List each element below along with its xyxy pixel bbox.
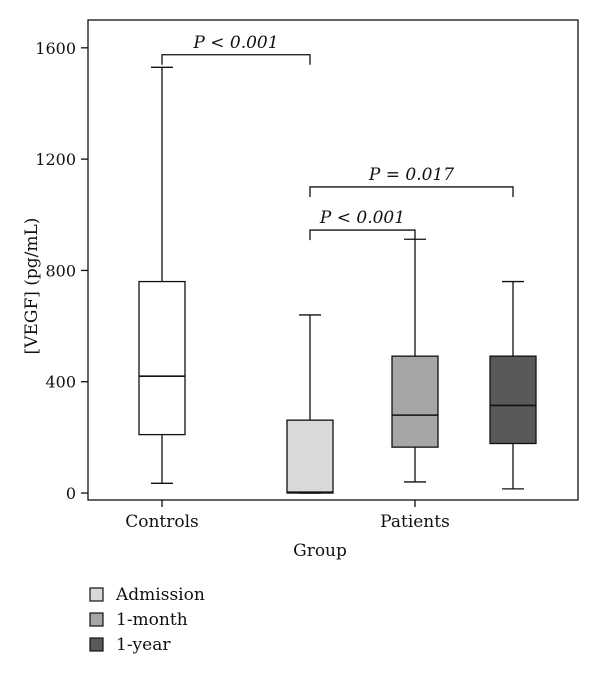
legend-swatch [89,587,104,602]
y-tick-label: 1200 [35,150,76,169]
legend-entry: 1-month [89,610,188,630]
boxes [138,66,537,494]
iqr-box [138,280,186,436]
x-category-label: Patients [380,512,450,532]
p-value-label: P < 0.001 [192,33,278,53]
significance-bracket: P < 0.001 [161,33,311,65]
iqr-box [286,419,334,494]
y-tick-label: 800 [45,261,76,280]
box-1-year [489,280,537,490]
y-axis-ticks: 0 400 800 1200 1600 [35,39,88,503]
p-value-label: P < 0.001 [319,208,405,228]
p-value-label: P = 0.017 [368,165,454,185]
legend-swatch [89,612,104,627]
significance-annotations: P < 0.001 P = 0.017 P < 0.001 [161,33,514,241]
legend-label: 1-month [116,610,188,630]
x-category-label: Controls [125,512,199,532]
iqr-box [391,355,439,448]
legend-entry: Admission [89,585,205,605]
plot-area [87,19,579,501]
y-axis-label: [VEGF] (pg/mL) [22,218,42,355]
box-controls [138,66,186,484]
box-admission [286,314,334,494]
legend-label: 1-year [116,635,171,655]
y-tick-label: 0 [66,484,76,503]
box-1-month [391,238,439,483]
plot-frame [87,19,579,501]
bracket-line [309,186,514,197]
significance-bracket: P = 0.017 [309,165,514,197]
x-axis-label: Group [293,541,347,561]
legend-label: Admission [115,585,205,605]
significance-bracket: P < 0.001 [309,208,416,241]
iqr-box [489,355,537,445]
x-axis-categories: Controls Patients [125,500,450,532]
y-tick-label: 1600 [35,39,76,58]
legend-entry: 1-year [89,635,171,655]
bracket-line [309,229,416,241]
y-tick-label: 400 [45,373,76,392]
legend-swatch [89,637,104,652]
bracket-line [161,54,311,65]
legend: Admission 1-month 1-year [89,585,205,655]
